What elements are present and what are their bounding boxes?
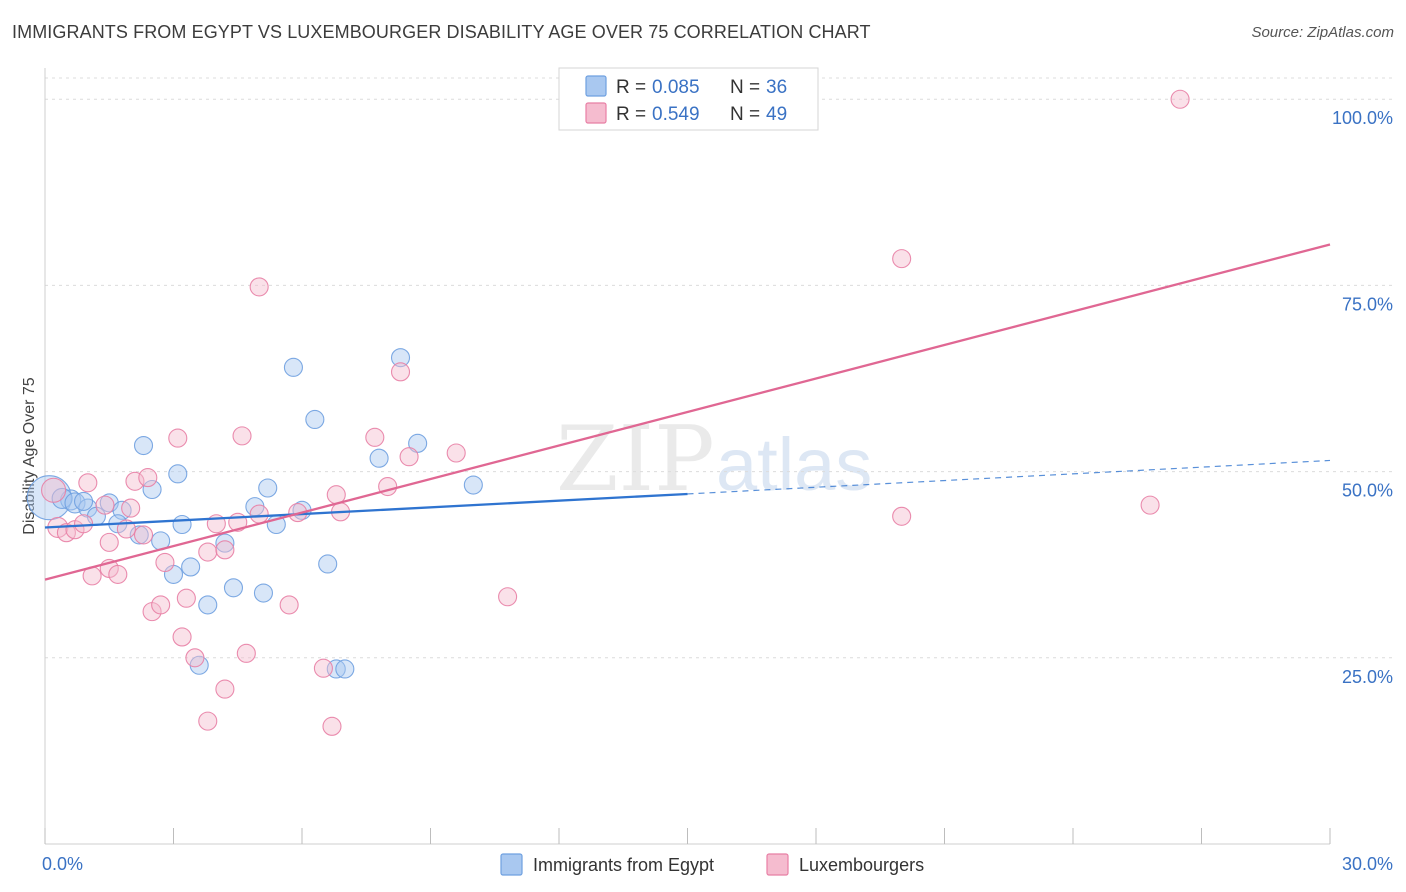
point-s1-39 xyxy=(365,427,385,447)
point-s0-11 xyxy=(142,479,162,500)
point-s1-12 xyxy=(121,498,141,518)
stats-swatch-egypt xyxy=(585,75,607,97)
x-tick-labels: 0.0% 30.0% xyxy=(42,854,1393,874)
stats-n-value-egypt: 36 xyxy=(766,77,787,98)
point-s0-14 xyxy=(172,514,192,535)
trend-line-s0 xyxy=(44,492,688,529)
point-s1-31 xyxy=(249,277,269,297)
point-s1-4 xyxy=(74,514,94,534)
data-points xyxy=(26,89,1190,736)
point-s0-30 xyxy=(335,659,355,679)
point-s1-22 xyxy=(185,648,205,668)
x-tick-label-0: 0.0% xyxy=(42,854,83,874)
x-tick-label-1: 30.0% xyxy=(1342,854,1393,874)
point-s1-32 xyxy=(249,504,269,524)
point-s1-27 xyxy=(215,540,235,560)
legend-label-egypt: Immigrants from Egypt xyxy=(533,855,714,875)
stats-n-label-egypt: N = xyxy=(730,77,760,98)
point-s1-13 xyxy=(125,471,145,491)
trend-line-s1 xyxy=(44,243,1331,581)
stats-n-value-luxembourg: 49 xyxy=(766,104,787,125)
x-ticks xyxy=(44,828,1331,844)
series-legend: Immigrants from Egypt Luxembourgers xyxy=(500,853,924,876)
point-s0-34 xyxy=(463,475,483,495)
stats-n-label-luxembourg: N = xyxy=(730,104,760,125)
point-s1-36 xyxy=(322,716,342,736)
point-s1-23 xyxy=(198,711,218,731)
point-s1-24 xyxy=(198,542,218,562)
point-s1-26 xyxy=(215,679,235,699)
point-s1-5 xyxy=(78,473,98,493)
legend-label-luxembourg: Luxembourgers xyxy=(799,855,924,875)
point-s1-7 xyxy=(95,495,115,515)
y-axis-label: Disability Age Over 75 xyxy=(21,377,38,535)
trend-lines xyxy=(44,243,1331,581)
y-tick-label-3: 100.0% xyxy=(1332,108,1393,128)
stats-r-label-luxembourg: R = xyxy=(616,104,646,125)
point-s0-31 xyxy=(369,448,389,468)
point-s1-21 xyxy=(176,588,196,608)
stats-r-value-egypt: 0.085 xyxy=(652,77,700,98)
point-s0-28 xyxy=(318,554,338,574)
point-s1-41 xyxy=(390,362,411,382)
point-s0-17 xyxy=(198,595,218,615)
point-s1-46 xyxy=(892,506,912,526)
point-s1-10 xyxy=(108,564,128,584)
stats-swatch-luxembourg xyxy=(585,102,607,124)
point-s1-45 xyxy=(892,249,912,269)
point-s0-10 xyxy=(133,436,154,456)
point-s1-15 xyxy=(138,468,158,488)
legend-swatch-luxembourg xyxy=(766,853,789,876)
point-s0-33 xyxy=(408,433,428,453)
y-tick-label-2: 75.0% xyxy=(1342,294,1393,314)
point-s0-22 xyxy=(253,583,274,603)
stats-r-value-luxembourg: 0.549 xyxy=(652,104,700,125)
point-s1-20 xyxy=(172,627,192,647)
point-s1-0 xyxy=(41,477,67,503)
legend-swatch-egypt xyxy=(500,853,523,876)
point-s0-13 xyxy=(168,464,188,484)
point-s1-48 xyxy=(1140,495,1160,515)
chart-source: Source: ZipAtlas.com xyxy=(1251,24,1394,41)
point-s1-43 xyxy=(446,443,466,463)
point-s0-19 xyxy=(215,533,235,553)
point-s1-29 xyxy=(232,426,252,446)
chart-title: IMMIGRANTS FROM EGYPT VS LUXEMBOURGER DI… xyxy=(12,22,871,42)
point-s0-25 xyxy=(283,357,303,377)
point-s1-18 xyxy=(155,552,175,573)
trend-extension-s0 xyxy=(687,459,1331,495)
point-s0-27 xyxy=(305,409,325,430)
point-s0-23 xyxy=(258,478,278,498)
point-s1-44 xyxy=(498,587,518,607)
point-s0-32 xyxy=(390,348,411,368)
point-s1-33 xyxy=(279,595,299,615)
watermark-atlas: atlas xyxy=(716,423,872,506)
stats-r-label-egypt: R = xyxy=(616,77,646,98)
point-s1-19 xyxy=(168,428,188,448)
point-s1-9 xyxy=(99,532,119,552)
point-s0-20 xyxy=(223,578,244,598)
point-s0-16 xyxy=(181,557,201,577)
point-s0-35 xyxy=(74,491,94,511)
point-s1-35 xyxy=(313,658,333,678)
stats-legend: R = 0.085 N = 36 R = 0.549 N = 49 xyxy=(558,67,819,131)
y-tick-labels: 25.0% 50.0% 75.0% 100.0% xyxy=(1332,108,1393,687)
y-tick-label-1: 50.0% xyxy=(1342,481,1393,501)
y-tick-label-0: 25.0% xyxy=(1342,667,1393,687)
point-s1-17 xyxy=(151,595,171,615)
point-s1-42 xyxy=(399,447,419,467)
point-s1-47 xyxy=(1170,89,1190,109)
point-s1-14 xyxy=(133,525,154,545)
point-s1-30 xyxy=(236,643,256,663)
gridlines xyxy=(45,77,1394,659)
